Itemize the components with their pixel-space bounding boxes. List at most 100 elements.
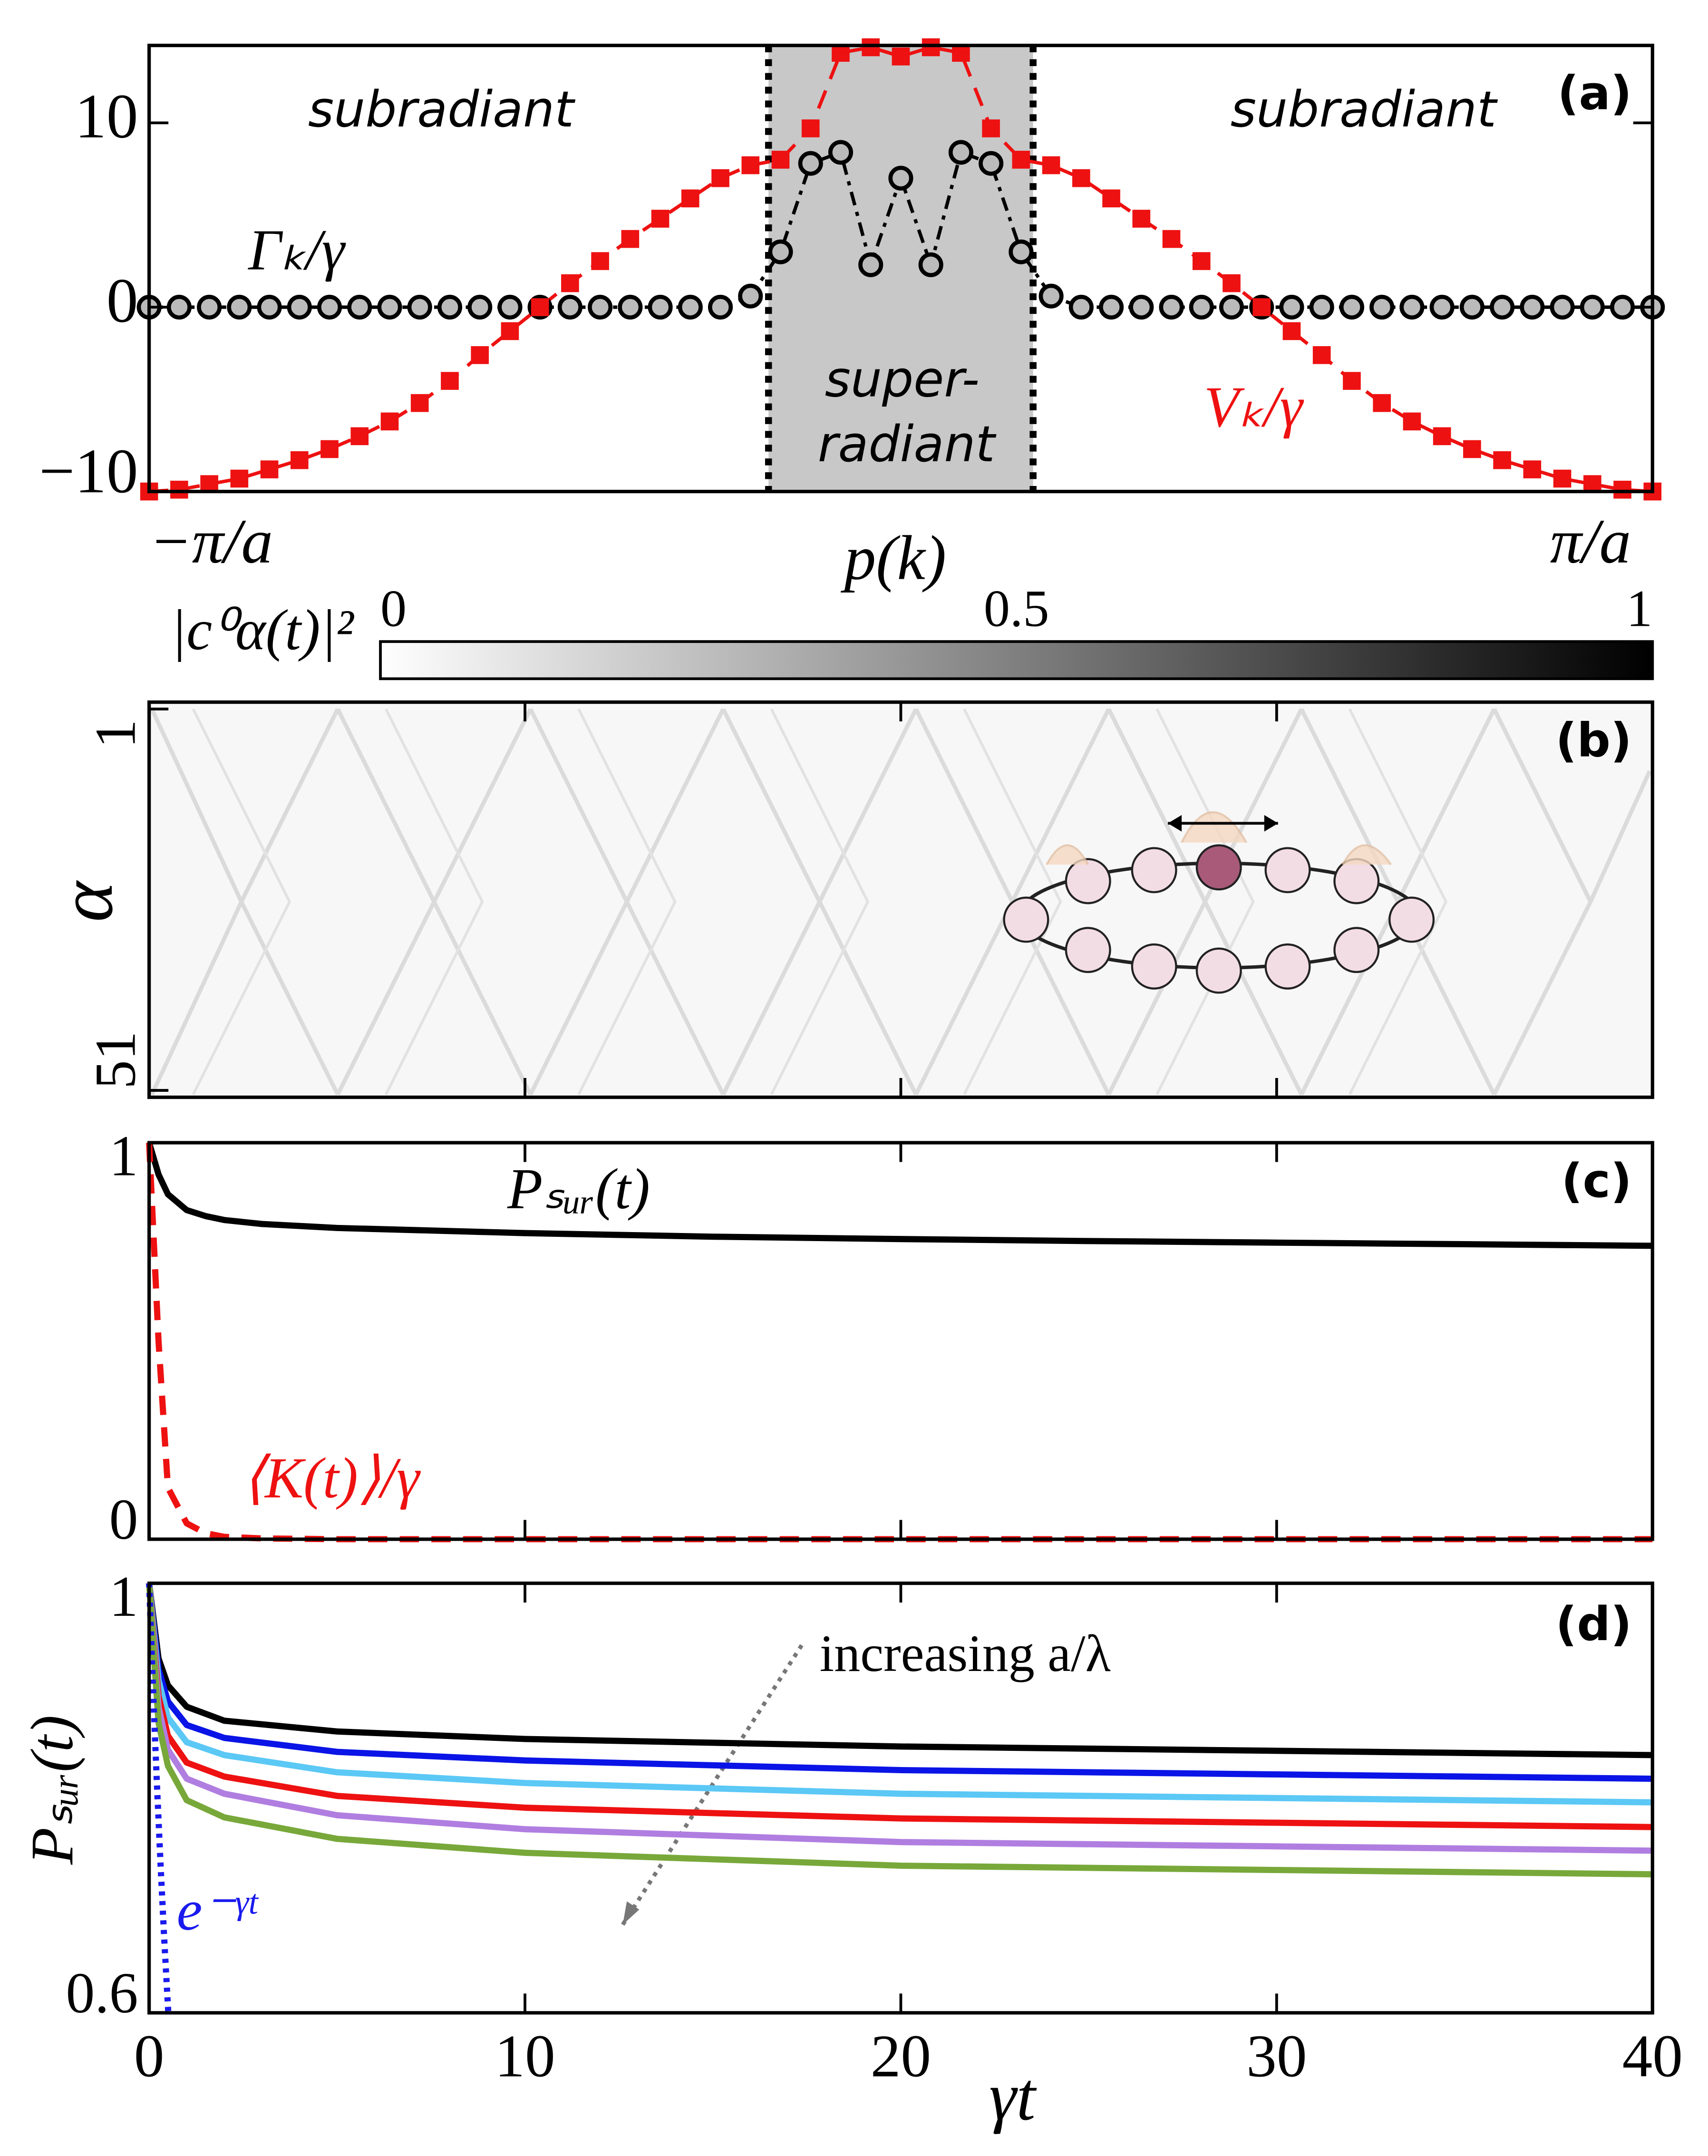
y-tick-label: 1 (109, 1565, 138, 1629)
marker (768, 239, 793, 264)
marker (588, 294, 613, 320)
marker (1099, 294, 1124, 320)
marker (1490, 294, 1515, 320)
marker (1009, 239, 1034, 264)
x-tick-label: 40 (1622, 2022, 1683, 2089)
marker (1223, 274, 1241, 292)
series-line (149, 45, 1653, 494)
marker (708, 294, 733, 320)
marker (738, 283, 763, 309)
marker (1493, 451, 1511, 469)
panel-label: (c) (1562, 1154, 1632, 1208)
marker (1312, 346, 1331, 364)
series-label: Pₛᵤᵣ(t) (507, 1157, 650, 1221)
marker (1550, 294, 1575, 320)
marker (1072, 169, 1090, 187)
series-line (146, 1583, 1653, 1854)
marker (1102, 189, 1120, 208)
marker (798, 151, 823, 176)
marker (347, 294, 372, 320)
x-tick-label: −π/a (149, 506, 273, 576)
marker (471, 346, 489, 364)
marker (1369, 294, 1395, 320)
marker (1132, 210, 1151, 228)
y-tick-label: 0 (109, 1488, 138, 1552)
marker (858, 252, 883, 277)
marker (1252, 298, 1271, 316)
marker (621, 230, 640, 248)
marker (1463, 440, 1481, 458)
marker (1012, 151, 1030, 169)
y-tick-label: 1 (84, 719, 148, 748)
marker (1343, 372, 1361, 390)
marker (1279, 294, 1304, 320)
marker (948, 140, 973, 165)
annotation: subradiant (308, 80, 576, 138)
marker (227, 294, 252, 320)
marker (561, 274, 579, 292)
panel-label: (a) (1557, 67, 1631, 121)
marker (1520, 294, 1545, 320)
marker (828, 140, 854, 165)
marker (681, 189, 699, 208)
series-line (146, 1583, 1653, 1830)
panel-label: (b) (1555, 713, 1631, 767)
y-tick-label: 10 (75, 81, 138, 151)
series-line (146, 1583, 1653, 1878)
heatmap (149, 702, 1653, 1097)
y-tick-label: −10 (39, 436, 138, 506)
marker (260, 460, 279, 478)
marker (801, 119, 820, 137)
y-tick-label: 0 (107, 265, 138, 336)
marker (467, 294, 493, 320)
y-tick-label: 0.6 (66, 1962, 138, 2025)
colorbar-tick-label: 0 (380, 580, 407, 638)
series-line (146, 1583, 1653, 1758)
x-tick-label: 20 (871, 2022, 931, 2089)
marker (497, 294, 523, 320)
colorbar (379, 640, 1654, 680)
annotation: radiant (818, 415, 997, 473)
x-tick-label: π/a (1550, 506, 1631, 576)
marker (437, 294, 463, 320)
annotation: subradiant (1231, 80, 1498, 138)
marker (320, 440, 339, 458)
marker (1459, 294, 1485, 320)
marker (741, 156, 760, 175)
marker (380, 412, 399, 431)
marker (711, 169, 729, 187)
marker (1042, 156, 1060, 175)
marker (257, 294, 282, 320)
marker (501, 322, 519, 340)
marker (557, 294, 582, 320)
marker (1282, 322, 1301, 340)
panel-label: (d) (1555, 1597, 1631, 1651)
series-label: Vₖ/γ (1204, 375, 1304, 439)
marker (1159, 294, 1184, 320)
annotation: increasing a/λ (820, 1624, 1111, 1682)
marker (618, 294, 643, 320)
marker (648, 294, 673, 320)
marker (166, 294, 192, 320)
marker (1610, 294, 1635, 320)
marker (441, 372, 459, 390)
marker (1219, 294, 1244, 320)
y-tick-label: 1 (109, 1125, 138, 1188)
marker (678, 294, 703, 320)
marker (377, 294, 402, 320)
arrow (621, 1644, 804, 1926)
colorbar-label: |c⁰α(t)|² (171, 599, 355, 662)
marker (1339, 294, 1364, 320)
colorbar-tick-label: 1 (1626, 580, 1652, 638)
marker (1523, 460, 1542, 478)
marker (1068, 294, 1094, 320)
arrow-head (622, 1901, 640, 1925)
marker (1403, 412, 1421, 431)
annotation: super- (825, 350, 980, 408)
marker (918, 252, 943, 277)
y-axis-label: Pₛᵤᵣ(t) (18, 1715, 86, 1865)
marker (1192, 252, 1211, 270)
marker (862, 38, 880, 57)
marker (531, 298, 549, 316)
